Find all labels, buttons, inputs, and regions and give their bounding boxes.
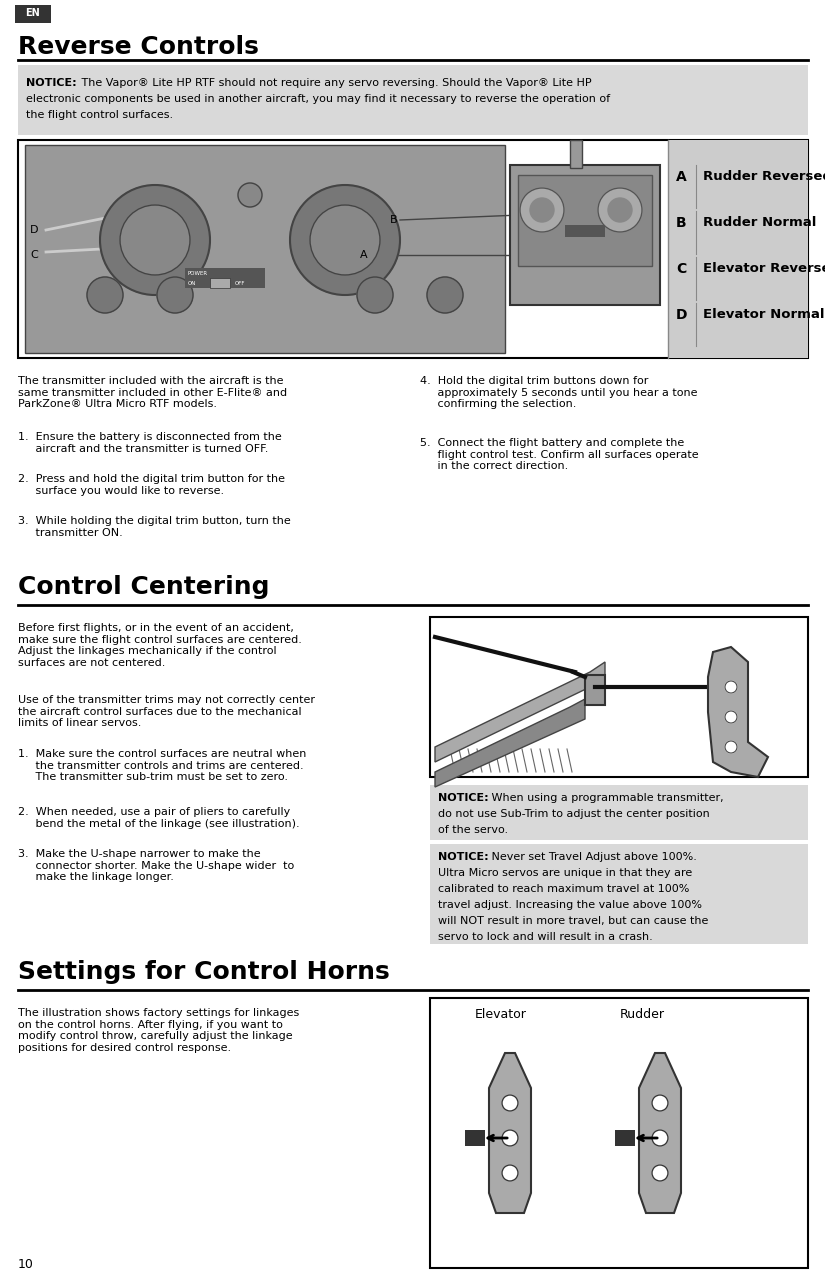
Circle shape [652,1165,668,1181]
Circle shape [290,185,400,295]
Bar [570,140,582,168]
Circle shape [357,277,393,312]
Polygon shape [708,646,768,776]
Bar [565,224,605,237]
Text: travel adjust. Increasing the value above 100%: travel adjust. Increasing the value abov… [438,900,702,910]
Circle shape [530,198,554,222]
Text: Elevator: Elevator [475,1009,527,1021]
Text: do not use Sub-Trim to adjust the center position: do not use Sub-Trim to adjust the center… [438,810,710,819]
Circle shape [520,187,564,232]
Bar [18,140,808,358]
Text: Ultra Micro servos are unique in that they are: Ultra Micro servos are unique in that th… [438,868,692,878]
Bar [15,5,51,23]
Circle shape [502,1095,518,1111]
Text: calibrated to reach maximum travel at 100%: calibrated to reach maximum travel at 10… [438,884,690,894]
Text: 1.  Make sure the control surfaces are neutral when
     the transmitter control: 1. Make sure the control surfaces are ne… [18,748,306,782]
Text: D: D [676,309,687,323]
Circle shape [598,187,642,232]
Text: D: D [30,224,39,235]
Bar [518,175,652,266]
Text: 2.  When needed, use a pair of pliers to carefully
     bend the metal of the li: 2. When needed, use a pair of pliers to … [18,807,299,829]
Circle shape [502,1165,518,1181]
Text: B: B [676,215,686,230]
Bar [430,998,808,1269]
Polygon shape [639,1053,681,1213]
Polygon shape [435,699,585,787]
Text: Settings for Control Horns: Settings for Control Horns [18,960,389,984]
Bar [585,674,605,705]
Circle shape [725,741,737,754]
Text: Elevator Reversed: Elevator Reversed [703,261,825,275]
Text: the flight control surfaces.: the flight control surfaces. [26,110,173,120]
Circle shape [310,205,380,275]
Polygon shape [435,662,605,762]
Bar [18,65,808,135]
Text: 2.  Press and hold the digital trim button for the
     surface you would like t: 2. Press and hold the digital trim butto… [18,474,285,496]
Circle shape [608,198,632,222]
Circle shape [652,1130,668,1146]
Circle shape [157,277,193,312]
Text: 3.  Make the U-shape narrower to make the
     connector shorter. Make the U-sha: 3. Make the U-shape narrower to make the… [18,849,295,882]
Bar [210,278,230,288]
Bar [185,268,265,288]
Bar [668,140,808,358]
Text: A: A [360,250,368,260]
Text: electronic components be used in another aircraft, you may find it necessary to : electronic components be used in another… [26,94,610,105]
Text: 5.  Connect the flight battery and complete the
     flight control test. Confir: 5. Connect the flight battery and comple… [420,439,699,472]
Circle shape [502,1130,518,1146]
Text: 4.  Hold the digital trim buttons down for
     approximately 5 seconds until yo: 4. Hold the digital trim buttons down fo… [420,376,697,409]
Bar [25,145,505,353]
Text: OFF: OFF [235,280,246,286]
Circle shape [120,205,190,275]
Text: The illustration shows factory settings for linkages
on the control horns. After: The illustration shows factory settings … [18,1009,299,1053]
Circle shape [725,711,737,723]
Bar [430,617,808,776]
Circle shape [100,185,210,295]
Circle shape [427,277,463,312]
Text: EN: EN [26,8,40,18]
Bar [430,785,808,840]
Bar [615,1130,635,1146]
Text: Rudder Reversed: Rudder Reversed [703,170,825,184]
Circle shape [652,1095,668,1111]
Text: 1.  Ensure the battery is disconnected from the
     aircraft and the transmitte: 1. Ensure the battery is disconnected fr… [18,432,282,454]
Circle shape [238,184,262,207]
Text: 10: 10 [18,1258,34,1271]
Text: NOTICE:: NOTICE: [26,78,77,88]
Text: Rudder: Rudder [620,1009,665,1021]
Text: ON: ON [188,280,196,286]
Text: The Vapor® Lite HP RTF should not require any servo reversing. Should the Vapor®: The Vapor® Lite HP RTF should not requir… [78,78,592,88]
Text: The transmitter included with the aircraft is the
same transmitter included in o: The transmitter included with the aircra… [18,376,287,409]
Text: servo to lock and will result in a crash.: servo to lock and will result in a crash… [438,932,653,942]
Text: Rudder Normal: Rudder Normal [703,215,817,230]
Text: Use of the transmitter trims may not correctly center
the aircraft control surfa: Use of the transmitter trims may not cor… [18,695,315,728]
Text: A: A [676,170,686,184]
Text: of the servo.: of the servo. [438,825,508,835]
Polygon shape [489,1053,531,1213]
Circle shape [725,681,737,694]
Text: C: C [676,261,686,275]
Circle shape [87,277,123,312]
Text: B: B [390,215,398,224]
Bar [430,844,808,944]
Text: NOTICE:: NOTICE: [438,852,488,862]
Text: POWER: POWER [188,272,208,275]
Text: Elevator Normal: Elevator Normal [703,309,824,321]
Text: C: C [30,250,38,260]
Text: Never set Travel Adjust above 100%.: Never set Travel Adjust above 100%. [488,852,697,862]
Bar [465,1130,485,1146]
Text: will NOT result in more travel, but can cause the: will NOT result in more travel, but can … [438,915,709,926]
Text: NOTICE:: NOTICE: [438,793,488,803]
Bar [510,164,660,305]
Text: Control Centering: Control Centering [18,575,270,599]
Text: When using a programmable transmitter,: When using a programmable transmitter, [488,793,724,803]
Text: Reverse Controls: Reverse Controls [18,34,259,59]
Text: 3.  While holding the digital trim button, turn the
     transmitter ON.: 3. While holding the digital trim button… [18,516,290,538]
Text: Before first flights, or in the event of an accident,
make sure the flight contr: Before first flights, or in the event of… [18,623,302,668]
